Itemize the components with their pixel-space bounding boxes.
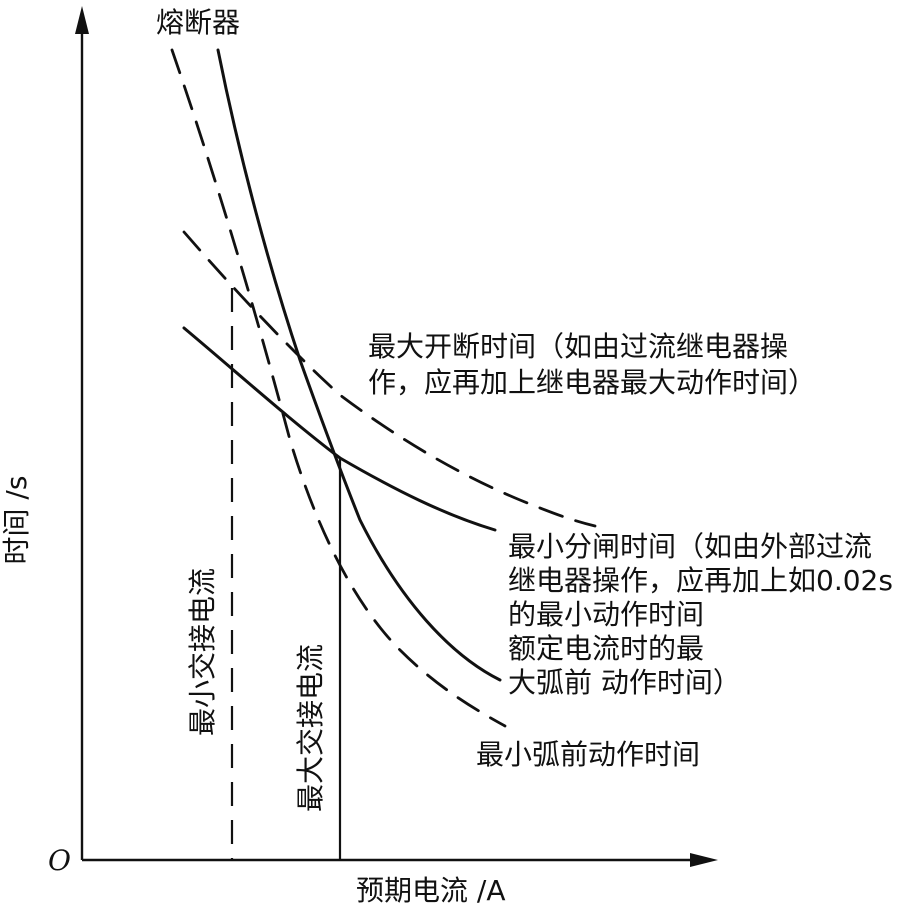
max-break-label-line1: 最大开断时间（如由过流继电器操: [368, 330, 788, 363]
max-break-label-line2: 作，应再加上继电器最大动作时间）: [368, 366, 816, 399]
x-axis-label: 预期电流 /A: [356, 874, 506, 907]
min-trip-label-line2: 继电器操作，应再加上如0.02s: [508, 564, 893, 597]
min-trip-label-line3: 的最小动作时间: [508, 598, 704, 631]
min-trip-label-line1: 最小分闸时间（如由外部过流: [508, 530, 872, 563]
rated-label-line1: 额定电流时的最: [508, 632, 704, 665]
min-transfer-current-label: 最小交接电流: [186, 568, 219, 736]
fuse-min-prearc-curve: [170, 48, 507, 728]
y-axis-label: 时间 /s: [0, 476, 33, 565]
max-break-time-curve: [182, 230, 597, 528]
fuse-label: 熔断器: [156, 6, 240, 39]
y-axis-arrow: [75, 6, 89, 34]
min-prearc-label: 最小弧前动作时间: [476, 738, 700, 771]
x-axis-arrow: [690, 853, 718, 867]
origin-label: O: [48, 844, 71, 877]
fuse-max-prearc-curve: [216, 48, 502, 682]
rated-label-line2: 大弧前 动作时间）: [508, 666, 741, 699]
max-transfer-current-label: 最大交接电流: [294, 644, 327, 812]
min-trip-time-curve: [182, 326, 497, 532]
